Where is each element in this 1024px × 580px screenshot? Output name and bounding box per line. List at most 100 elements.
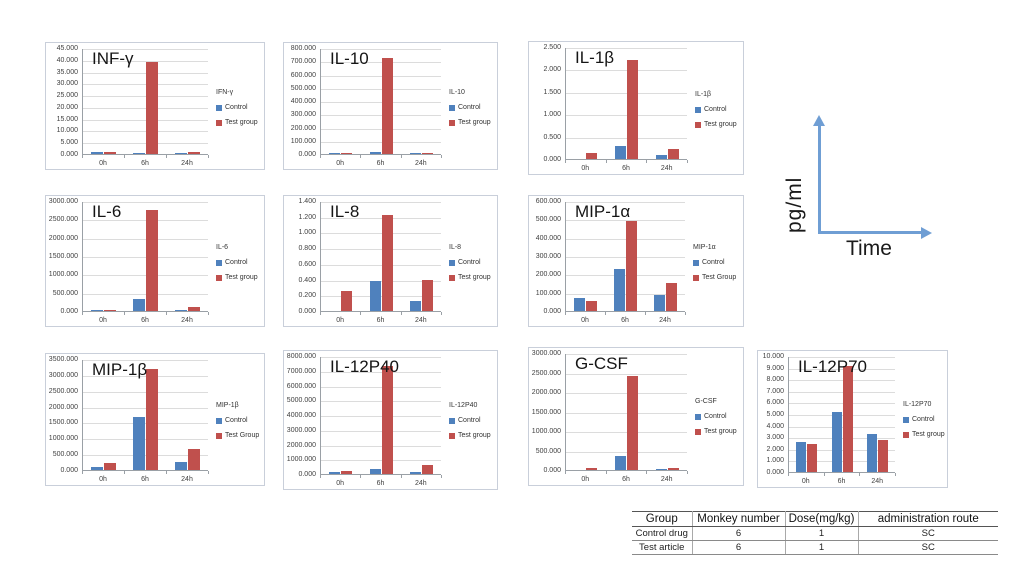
x-tick-label: 0h [99,160,107,167]
x-axis-tickmark [124,312,125,315]
legend-item-control: Control [449,259,497,266]
plot-area-il-6 [82,202,208,312]
y-tick-label: 100.000 [535,289,561,297]
y-tick-label: 0.000 [543,467,561,474]
bar-test-group-0h [341,290,353,311]
bar-test-group-24h [421,152,433,154]
y-tick-label: 7000.000 [286,367,316,375]
x-axis-tickmark [360,155,362,158]
legend-label: Test group [458,432,491,439]
legend-swatch-icon [903,431,909,438]
x-tick-label: 6h [376,317,385,324]
legend-il-10: IL-10 Control Test group [449,89,497,126]
y-tick-label: 9.000 [766,364,784,372]
chart-panel-il-10: 0.000 100.000 200.000 300.000 400.000 500.000… [283,42,498,170]
x-tick-label: 6h [141,160,149,167]
y-tick-label: 0.000 [60,151,78,158]
time-axis-label: Time [846,237,892,260]
y-tick-label: 0.500 [543,133,561,141]
gridline [83,238,208,240]
y-tick-label: 400.000 [290,98,316,105]
y-tick-label: 1.000 [766,457,784,465]
bar-test-group-24h [188,306,200,311]
legend-label: Test group [225,119,258,126]
gridline [789,391,895,393]
gridline [321,371,441,373]
chart-panel-g-csf: 0.000 500.000 1000.000 1500.000 2000.000 2500… [528,347,744,486]
legend-swatch-icon [449,259,455,266]
gridline [321,49,441,50]
gridline [566,70,687,72]
gridline [83,423,208,425]
y-tick-label: 500.000 [290,84,316,92]
bar-test-group-0h [341,153,353,154]
x-tick-label: 0h [581,476,590,483]
legend-item-control: Control [449,104,497,111]
bar-test-group-0h [104,463,116,470]
gridline [83,220,208,222]
x-axis-tickmark [859,473,861,476]
legend-item-control: Control [693,259,743,266]
legend-item-test-group: Test Group [216,432,264,439]
y-tick-label: 300.000 [535,253,561,260]
y-tick-label: 10.000 [56,127,78,135]
table-header-admin-route: administration route [857,511,998,527]
gridline [789,403,895,405]
legend-item-test-group: Test group [449,274,497,281]
chart-panel-il-12p70: 0.000 1.000 2.000 3.000 4.000 5.000 6.000 7.000… [757,350,948,488]
x-tick-label: 6h [837,478,846,485]
bar-control-24h [175,310,187,311]
bar-control-0h [574,298,585,311]
legend-swatch-icon [216,274,222,281]
y-tick-label: 2.000 [543,66,561,74]
y-tick-label: 1.400 [298,198,316,205]
legend-title: IL-1β [695,91,712,98]
gridline [83,275,208,277]
bar-test-group-24h [666,283,677,311]
chart-title-il-1b: IL-1β [575,48,615,67]
x-axis-tickmark [400,155,402,158]
gridline [566,137,687,139]
plot-area-inf-gamma [82,49,208,155]
legend-il-6: IL-6 Control Test group [216,244,264,281]
bar-control-6h [831,412,842,472]
legend-swatch-icon [449,432,455,439]
x-axis-tickmark [565,160,566,163]
gridline [321,401,441,403]
x-axis-arrowhead-icon [921,226,932,239]
x-tick-label: 24h [414,160,427,167]
y-tick-label: 45.000 [56,45,78,52]
legend-mip-1b: MIP-1β Control Test Group [216,402,264,439]
gridline [321,217,441,219]
y-tick-label: 1500.000 [48,419,78,427]
x-tick-label: 24h [659,317,671,324]
legend-swatch-icon [216,119,222,126]
legend-item-test-group: Test group [695,121,743,128]
x-axis-tickmark [565,312,566,315]
legend-item-control: Control [903,416,947,423]
bar-test-group-0h [104,152,116,154]
x-axis-tickmark [320,312,321,315]
bar-control-24h [655,154,667,159]
legend-label: Control [702,259,725,266]
y-tick-label: 0.000 [60,308,78,315]
legend-swatch-icon [695,413,701,420]
legend-title: IL-12P70 [903,401,932,408]
pgml-axis-label: pg/ml [783,176,806,233]
y-tick-label: 1000.000 [286,456,316,464]
x-axis-tickmark [360,312,362,315]
legend-item-control: Control [216,417,264,424]
legend-swatch-icon [216,259,222,266]
x-tick-label: 24h [414,317,427,324]
y-tick-label: 500.000 [52,451,78,459]
x-axis-tickmark [82,312,83,315]
gridline [566,220,685,222]
x-axis-tickmark [124,155,125,158]
plot-area-mip-1a [565,202,685,312]
y-tick-label: 5.000 [766,411,784,418]
x-tick-label: 6h [376,480,385,487]
x-axis-tickmark [645,312,646,315]
x-axis-tickmark [400,475,402,478]
legend-label: Control [704,413,727,420]
chart-title-g-csf: G-CSF [575,354,628,373]
